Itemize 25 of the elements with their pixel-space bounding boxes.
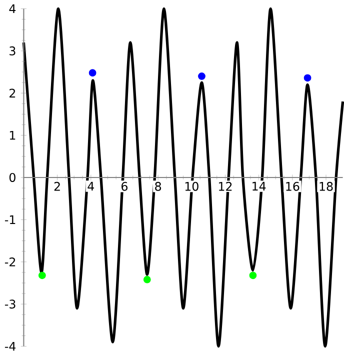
x-tick-label: 8	[155, 182, 161, 191]
point	[304, 74, 312, 82]
point	[38, 272, 46, 280]
x-tick-label: 16	[286, 182, 300, 191]
y-tick-label: 3	[10, 46, 16, 56]
point	[143, 276, 151, 284]
x-tick-label: 4	[88, 182, 94, 191]
y-tick-label: 2	[9, 88, 15, 98]
y-tick-label: 1	[10, 130, 16, 140]
y-tick-label: 0	[9, 173, 16, 182]
point	[249, 272, 257, 280]
x-tick-label: 12	[218, 182, 232, 191]
x-tick-label: 10	[185, 182, 198, 191]
x-tick-label: 6	[121, 182, 128, 191]
y-tick-label: 4	[9, 4, 16, 14]
point	[198, 72, 206, 80]
y-tick-label: -2	[4, 257, 15, 266]
y-tick-label: -1	[4, 215, 16, 224]
x-tick-label: 18	[320, 182, 333, 191]
line-series	[22, 7, 344, 348]
x-tick-label: 14	[252, 182, 266, 191]
y-tick-label: -4	[4, 342, 16, 351]
y-tick-label: -3	[4, 300, 16, 309]
point	[88, 69, 96, 77]
x-tick-label: 2	[54, 182, 60, 191]
